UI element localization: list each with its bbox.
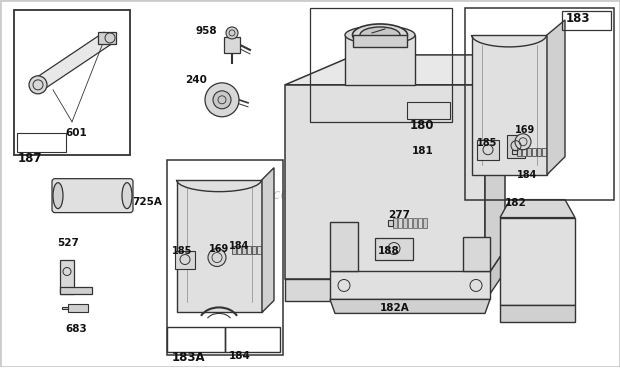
Polygon shape — [413, 217, 417, 227]
Polygon shape — [398, 217, 402, 227]
Text: 182A: 182A — [380, 304, 410, 314]
Circle shape — [515, 134, 531, 150]
Bar — [407, 102, 450, 119]
Polygon shape — [532, 148, 536, 156]
Bar — [562, 11, 611, 30]
Polygon shape — [62, 307, 68, 309]
Polygon shape — [472, 35, 547, 175]
Text: 169: 169 — [209, 244, 229, 254]
Polygon shape — [177, 180, 262, 312]
Bar — [465, 8, 614, 199]
Bar — [14, 10, 130, 155]
Polygon shape — [237, 245, 241, 254]
Text: 184: 184 — [229, 241, 249, 251]
Polygon shape — [247, 245, 251, 254]
Polygon shape — [507, 135, 525, 158]
Ellipse shape — [345, 26, 415, 44]
Bar — [17, 133, 66, 152]
Polygon shape — [408, 217, 412, 227]
Polygon shape — [393, 217, 397, 227]
Polygon shape — [522, 148, 526, 156]
Polygon shape — [353, 35, 407, 47]
Polygon shape — [60, 259, 74, 294]
Text: 185: 185 — [477, 138, 497, 148]
Circle shape — [29, 76, 47, 94]
Polygon shape — [252, 245, 256, 254]
Polygon shape — [477, 140, 499, 160]
Ellipse shape — [53, 183, 63, 209]
Text: 601: 601 — [65, 128, 87, 138]
Polygon shape — [542, 148, 546, 156]
Polygon shape — [527, 148, 531, 156]
Ellipse shape — [353, 24, 407, 46]
Text: 188: 188 — [378, 245, 400, 255]
Polygon shape — [232, 245, 236, 254]
Text: 184: 184 — [229, 351, 251, 361]
Polygon shape — [463, 237, 490, 272]
Text: 182: 182 — [505, 198, 527, 208]
Text: 181: 181 — [412, 146, 434, 156]
Text: 240: 240 — [185, 75, 207, 85]
Polygon shape — [388, 220, 393, 226]
Polygon shape — [547, 20, 565, 175]
Polygon shape — [98, 32, 116, 44]
Text: 725A: 725A — [132, 197, 162, 206]
Polygon shape — [517, 148, 521, 156]
FancyBboxPatch shape — [52, 179, 133, 213]
Polygon shape — [418, 217, 422, 227]
Polygon shape — [257, 245, 261, 254]
Text: eReplacementParts.com: eReplacementParts.com — [225, 188, 395, 202]
Bar — [225, 328, 280, 352]
Polygon shape — [500, 305, 575, 322]
Ellipse shape — [360, 27, 400, 43]
Text: 183A: 183A — [172, 351, 206, 364]
Polygon shape — [500, 217, 575, 305]
Polygon shape — [403, 217, 407, 227]
Text: 683: 683 — [65, 325, 87, 335]
Polygon shape — [285, 279, 485, 301]
Bar — [167, 160, 283, 355]
Polygon shape — [485, 55, 505, 279]
Bar — [175, 251, 195, 269]
Polygon shape — [60, 287, 92, 294]
Text: 527: 527 — [57, 238, 79, 248]
Polygon shape — [68, 304, 88, 312]
Text: 185: 185 — [172, 245, 192, 255]
Bar — [310, 8, 452, 122]
Polygon shape — [242, 245, 246, 254]
Text: 169: 169 — [515, 125, 535, 135]
Polygon shape — [224, 37, 240, 53]
Polygon shape — [330, 300, 490, 314]
Text: 184: 184 — [517, 170, 538, 180]
Text: 277: 277 — [388, 210, 410, 220]
Circle shape — [226, 27, 238, 39]
Text: 187: 187 — [18, 152, 43, 165]
Polygon shape — [423, 217, 427, 227]
Polygon shape — [330, 272, 490, 300]
Text: 183: 183 — [566, 12, 590, 25]
Polygon shape — [34, 32, 112, 91]
Polygon shape — [485, 250, 505, 301]
Circle shape — [213, 91, 231, 109]
Polygon shape — [500, 199, 575, 217]
Circle shape — [205, 83, 239, 117]
Text: 958: 958 — [195, 26, 216, 36]
Polygon shape — [375, 238, 413, 259]
Text: 180: 180 — [410, 119, 435, 132]
Polygon shape — [512, 150, 517, 154]
Bar — [167, 328, 225, 352]
Circle shape — [208, 248, 226, 266]
Polygon shape — [330, 222, 358, 272]
Polygon shape — [345, 35, 415, 85]
Polygon shape — [537, 148, 541, 156]
Polygon shape — [285, 55, 505, 85]
Polygon shape — [262, 168, 274, 312]
Ellipse shape — [122, 183, 132, 209]
Polygon shape — [285, 85, 485, 279]
